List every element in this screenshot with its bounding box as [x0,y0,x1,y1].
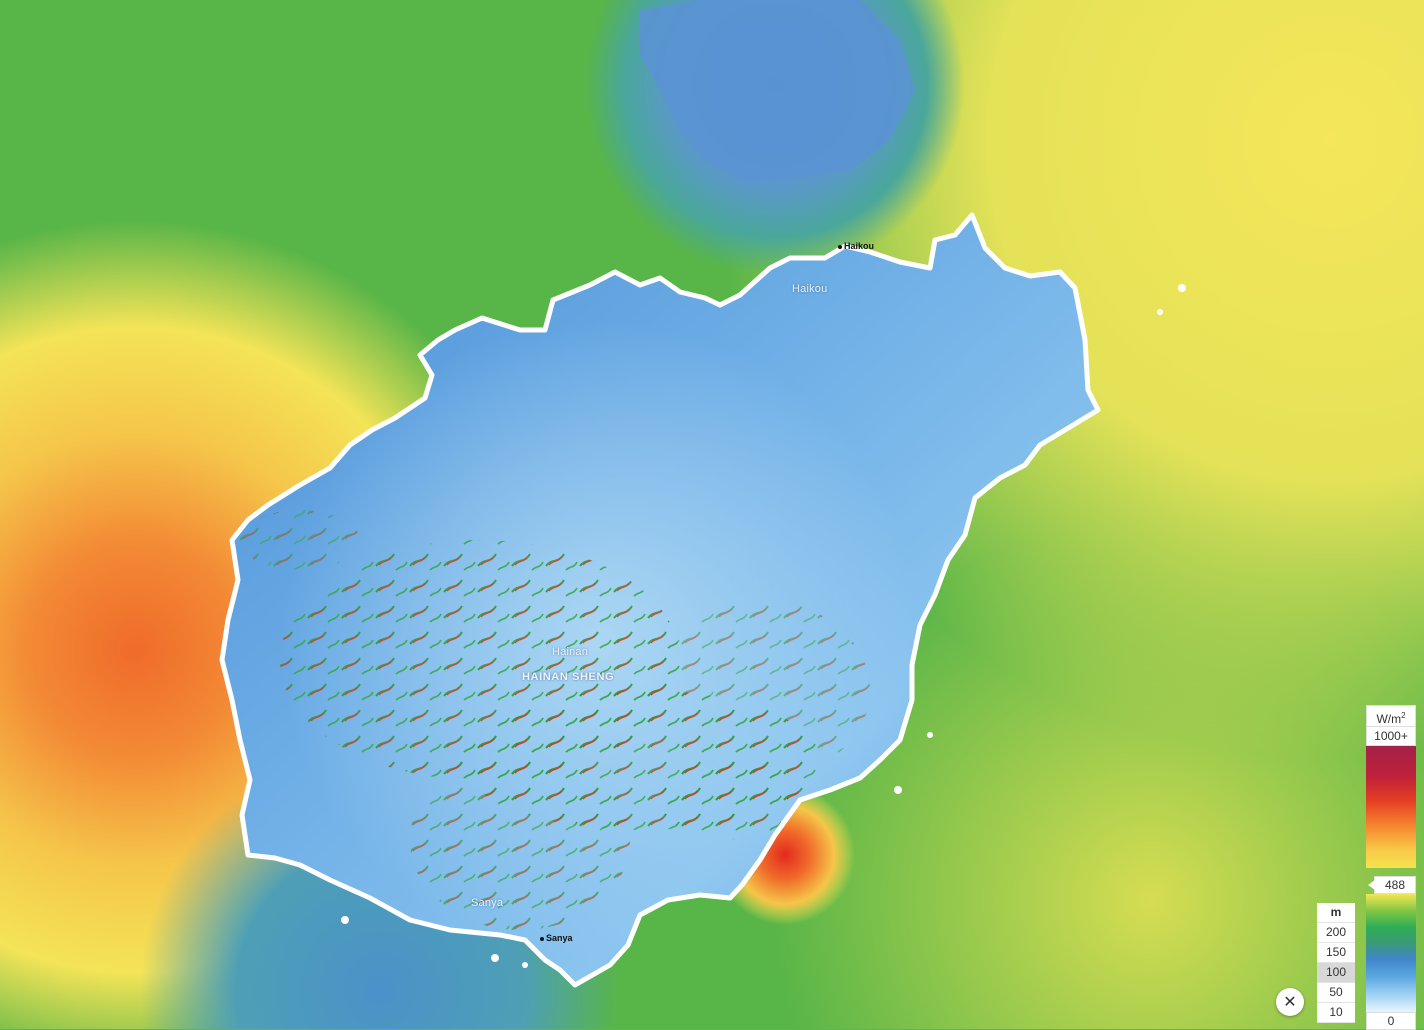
legend-unit: W/m2 [1366,705,1416,727]
height-option-10[interactable]: 10 [1317,1003,1355,1023]
color-legend: W/m2 1000+ 488 0 [1366,705,1416,1030]
city-dot-icon [838,244,842,249]
legend-min-label: 0 [1366,1012,1416,1030]
region-label: HAINAN SHENG [522,671,615,683]
city-marker-label: Haikou [844,241,875,251]
legend-value-marker: 488 [1368,876,1416,894]
height-selector: m 200 150 100 50 10 [1317,903,1355,1023]
height-option-100[interactable]: 100 [1317,963,1355,983]
city-dot-icon [540,936,544,941]
place-label-sanya: Sanya [471,897,504,909]
north-landmass [640,0,915,182]
close-icon: ✕ [1283,994,1297,1011]
height-option-150[interactable]: 150 [1317,943,1355,963]
height-option-50[interactable]: 50 [1317,983,1355,1003]
height-unit: m [1317,903,1355,923]
city-marker-sanya[interactable]: Sanya [540,933,573,943]
place-label-hainan: Hainan [552,646,589,658]
city-marker-label: Sanya [546,933,573,943]
legend-high-gradient [1366,746,1416,868]
legend-max-label: 1000+ [1366,727,1416,746]
city-marker-haikou[interactable]: Haikou [838,241,874,251]
place-label-haikou: Haikou [792,283,828,295]
height-option-200[interactable]: 200 [1317,923,1355,943]
close-button[interactable]: ✕ [1276,988,1304,1016]
legend-low-gradient [1366,894,1416,1012]
